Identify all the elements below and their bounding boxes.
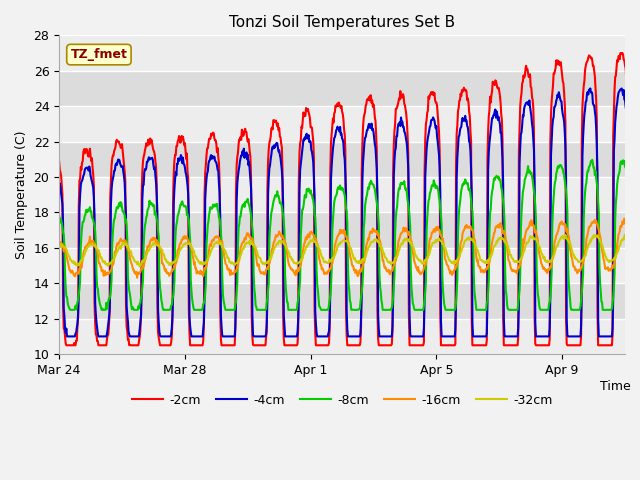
-4cm <box>355 334 362 339</box>
-32cm <box>389 259 397 265</box>
-2cm <box>346 342 354 348</box>
-8cm <box>67 307 74 313</box>
-2cm <box>389 168 397 173</box>
-2cm <box>355 342 362 348</box>
-4cm <box>447 334 455 339</box>
-2cm <box>636 342 640 348</box>
Bar <box>59 177 625 213</box>
-8cm <box>55 215 63 220</box>
Bar <box>59 36 625 71</box>
-32cm <box>55 243 63 249</box>
Text: TZ_fmet: TZ_fmet <box>70 48 127 61</box>
-2cm <box>109 153 117 158</box>
Line: -32cm: -32cm <box>59 235 640 266</box>
-8cm <box>316 303 323 309</box>
-4cm <box>586 85 594 91</box>
-4cm <box>636 334 640 339</box>
-8cm <box>636 307 640 313</box>
-32cm <box>636 259 640 264</box>
-2cm <box>63 342 70 348</box>
-4cm <box>109 173 117 179</box>
-16cm <box>316 256 323 262</box>
-8cm <box>588 157 596 163</box>
-32cm <box>355 258 362 264</box>
Legend: -2cm, -4cm, -8cm, -16cm, -32cm: -2cm, -4cm, -8cm, -16cm, -32cm <box>127 389 557 412</box>
-32cm <box>447 260 455 265</box>
-2cm <box>55 159 63 165</box>
Line: -2cm: -2cm <box>59 53 640 345</box>
-32cm <box>316 247 323 252</box>
Title: Tonzi Soil Temperatures Set B: Tonzi Soil Temperatures Set B <box>229 15 455 30</box>
-2cm <box>447 342 455 348</box>
-4cm <box>389 296 397 301</box>
-32cm <box>136 264 144 269</box>
-4cm <box>346 334 354 339</box>
-16cm <box>447 269 455 275</box>
-16cm <box>636 269 640 275</box>
-2cm <box>616 50 624 56</box>
-16cm <box>109 262 116 268</box>
-8cm <box>109 221 117 227</box>
-32cm <box>621 232 629 238</box>
Bar <box>59 248 625 283</box>
-4cm <box>55 182 63 188</box>
-32cm <box>346 244 354 250</box>
-16cm <box>355 272 362 278</box>
-8cm <box>346 298 354 304</box>
Bar <box>59 106 625 142</box>
-8cm <box>389 294 397 300</box>
Line: -4cm: -4cm <box>59 88 640 336</box>
-8cm <box>447 307 455 313</box>
-16cm <box>133 275 141 280</box>
-32cm <box>109 258 116 264</box>
Y-axis label: Soil Temperature (C): Soil Temperature (C) <box>15 131 28 259</box>
-2cm <box>316 342 323 348</box>
-16cm <box>389 264 397 270</box>
-16cm <box>623 216 631 221</box>
Line: -8cm: -8cm <box>59 160 640 310</box>
-16cm <box>55 238 63 244</box>
X-axis label: Time: Time <box>600 380 630 393</box>
Bar <box>59 319 625 354</box>
-8cm <box>355 307 362 312</box>
Line: -16cm: -16cm <box>59 218 640 277</box>
-16cm <box>346 251 354 257</box>
-4cm <box>63 334 71 339</box>
-4cm <box>316 334 323 339</box>
